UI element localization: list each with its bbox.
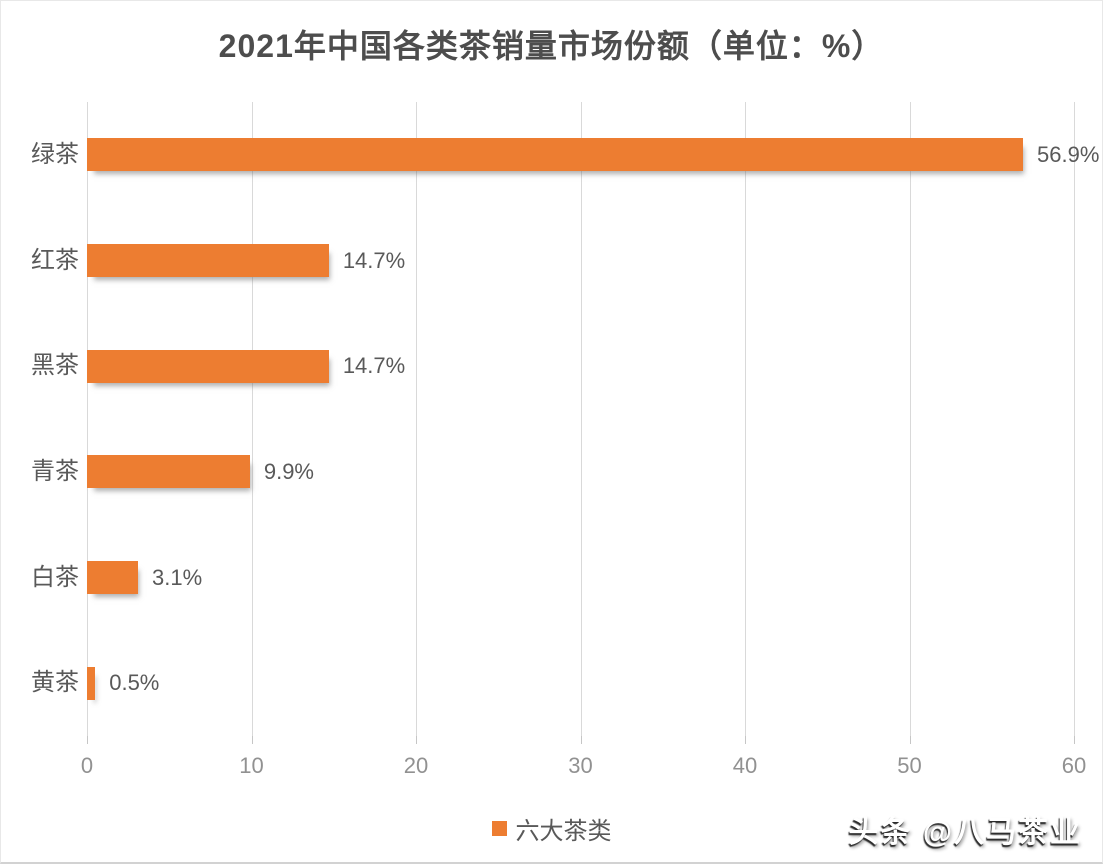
gridline: [1074, 102, 1075, 736]
x-tick-label: 40: [732, 753, 758, 778]
category-label: 黑茶: [31, 352, 79, 380]
legend-swatch: [491, 821, 507, 836]
axis-tick: [745, 736, 746, 744]
x-tick-label: 60: [1061, 753, 1087, 778]
chart-title: 2021年中国各类茶销量市场份额（单位：%）: [218, 28, 885, 64]
value-label: 9.9%: [263, 458, 314, 484]
axis-tick: [909, 736, 911, 744]
category-label: 红茶: [31, 246, 79, 274]
category-label: 青茶: [31, 457, 79, 485]
gridline: [251, 102, 253, 736]
value-label: 56.9%: [1037, 141, 1100, 167]
value-label: 3.1%: [151, 564, 203, 590]
gridline: [909, 102, 911, 736]
x-tick-label: 10: [239, 753, 264, 778]
bar: [87, 138, 1023, 172]
category-label: 绿茶: [31, 140, 79, 168]
bar: [87, 666, 96, 700]
value-label: 0.5%: [109, 670, 160, 696]
gridline: [580, 102, 582, 736]
axis-tick: [580, 736, 582, 744]
legend: 六大茶类: [1, 811, 1102, 846]
legend-label: 六大茶类: [515, 818, 612, 845]
gridline: [745, 102, 746, 736]
x-tick-label: 20: [403, 753, 429, 778]
gridline: [416, 102, 417, 736]
axis-tick: [87, 736, 88, 744]
x-tick-label: 50: [897, 753, 922, 778]
axis-tick: [416, 736, 417, 744]
bar: [87, 244, 329, 277]
x-tick-label: 30: [568, 753, 593, 778]
gridline: [87, 102, 88, 736]
bar: [87, 455, 250, 489]
value-label: 14.7%: [342, 353, 406, 379]
watermark: 头条 @八马茶业: [848, 816, 1082, 849]
category-label: 白茶: [31, 563, 79, 591]
value-label: 14.7%: [342, 247, 406, 273]
x-tick-label: 0: [80, 753, 94, 778]
bar: [87, 561, 138, 594]
bar: [87, 349, 329, 383]
category-label: 黄茶: [31, 669, 79, 697]
axis-tick: [251, 736, 253, 744]
axis-tick: [1074, 736, 1075, 744]
